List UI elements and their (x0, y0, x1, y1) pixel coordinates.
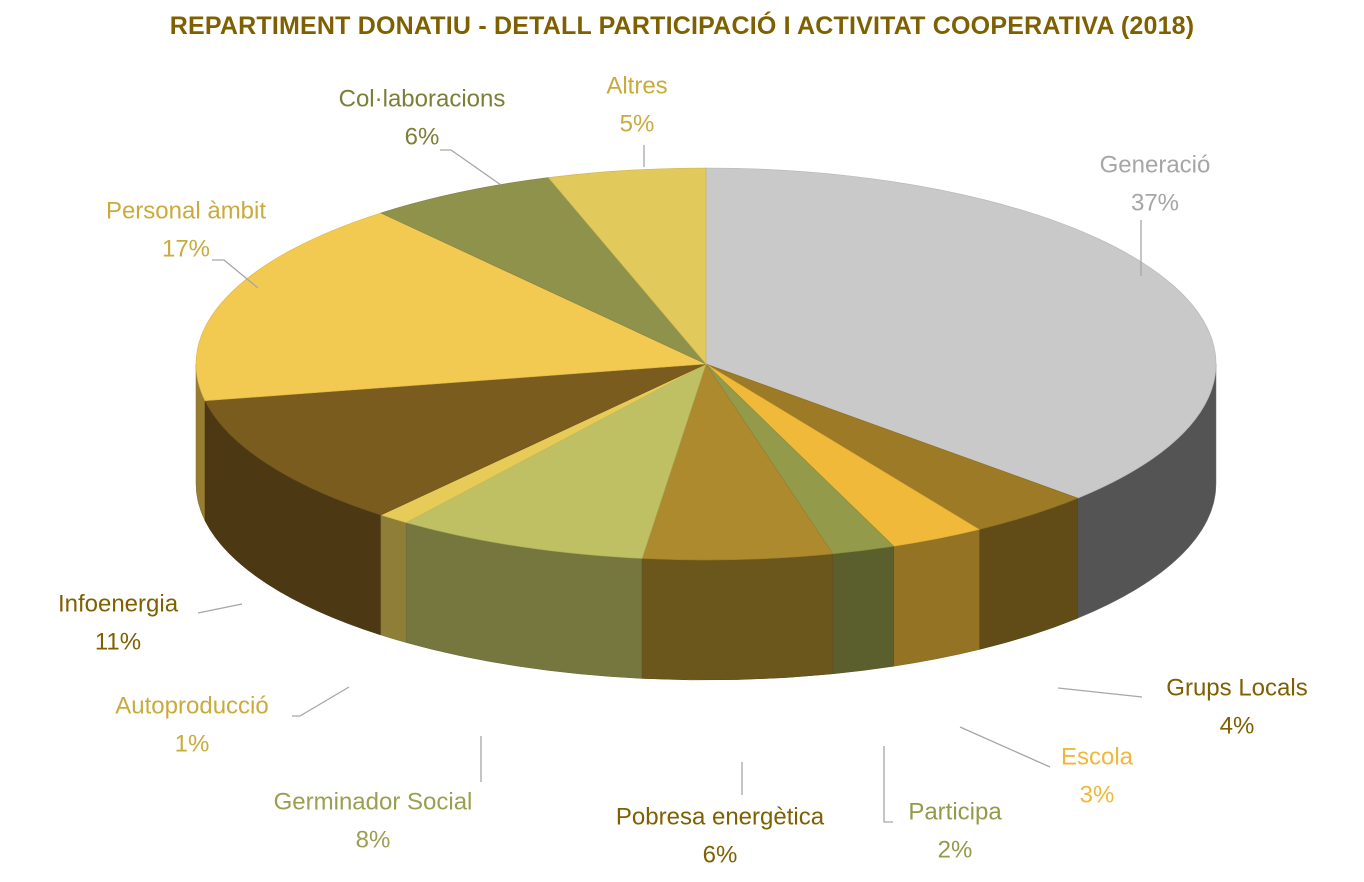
pie-slice-altres (547, 167, 707, 365)
label-infoenergia: Infoenergia 11% (58, 590, 243, 655)
pie-side-pobresa-energetica (641, 553, 834, 681)
category-label: Autoproducció (115, 692, 268, 719)
leader-line (197, 603, 243, 614)
pie-top-faces (195, 167, 1217, 561)
label-germinador-social: Germinador Social 8% (274, 736, 482, 853)
category-label: Generació (1100, 151, 1211, 178)
pie-slice-personal-ambit (195, 212, 708, 402)
chart-title: REPARTIMENT DONATIU - DETALL PARTICIPACI… (169, 12, 1195, 40)
pie-slice-germinador-social (405, 363, 707, 559)
label-personal-ambit: Personal àmbit 17% (106, 197, 266, 289)
leader-line (1057, 687, 1143, 698)
pie-side-escola (893, 529, 980, 667)
pie-slice-pobresa-energetica (641, 363, 834, 561)
value-label: 6% (405, 123, 440, 150)
pie-slice-infoenergia (204, 363, 707, 516)
label-altres: Altres 5% (606, 72, 668, 167)
leader-line (959, 726, 1051, 768)
pie-labels: Generació 37% Grups Locals 4% Escola 3% Partic… (58, 72, 1308, 868)
category-label: Infoenergia (58, 590, 179, 617)
value-label: 1% (175, 730, 210, 757)
category-label: Germinador Social (274, 788, 473, 815)
category-label: Grups Locals (1166, 674, 1307, 701)
pie-side-walls (195, 363, 1217, 681)
label-col-laboracions: Col·laboracions 6% (339, 85, 506, 186)
label-grups-locals: Grups Locals 4% (1057, 674, 1308, 739)
pie-slice-generacio (705, 167, 1217, 499)
pie-slice-col-laboracions (380, 177, 707, 365)
leader-line (292, 686, 350, 717)
value-label: 17% (162, 235, 210, 262)
category-label: Personal àmbit (106, 197, 266, 224)
category-label: Pobresa energètica (616, 803, 825, 830)
label-escola: Escola 3% (959, 726, 1134, 808)
value-label: 37% (1131, 189, 1179, 216)
leader-line (883, 746, 893, 823)
value-label: 2% (938, 836, 973, 863)
value-label: 4% (1220, 712, 1255, 739)
value-label: 3% (1080, 781, 1115, 808)
leader-line (212, 259, 259, 289)
label-generacio: Generació 37% (1100, 151, 1211, 276)
category-label: Participa (908, 798, 1002, 825)
value-label: 5% (620, 110, 655, 137)
label-autoproduccio: Autoproducció 1% (115, 686, 350, 757)
category-label: Altres (606, 72, 667, 99)
value-label: 6% (703, 841, 738, 868)
category-label: Col·laboracions (339, 85, 506, 112)
label-pobresa-energetica: Pobresa energètica 6% (616, 762, 825, 868)
category-label: Escola (1061, 743, 1134, 770)
pie-side-autoproduccio (380, 514, 407, 643)
label-participa: Participa 2% (883, 746, 1002, 863)
value-label: 11% (95, 628, 141, 655)
pie-side-participa (832, 545, 894, 675)
value-label: 8% (356, 826, 391, 853)
leader-line (440, 149, 502, 186)
